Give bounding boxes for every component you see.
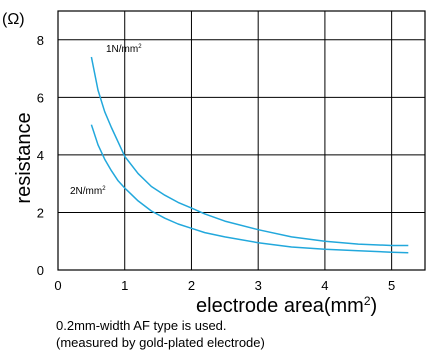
- y-tick-label: 0: [37, 263, 44, 278]
- series-label-2n-sup: 2: [102, 186, 106, 192]
- x-axis-label: electrode area(mm2): [196, 294, 377, 317]
- x-tick-label: 5: [388, 278, 395, 293]
- series-label-2n: 2N/mm2: [70, 186, 106, 197]
- x-tick-label: 3: [255, 278, 262, 293]
- y-tick-label: 8: [37, 33, 44, 48]
- x-axis-label-sup: 2: [364, 294, 371, 308]
- series-label-2n-main: 2N/mm: [70, 186, 102, 197]
- series-line-1n: [90, 56, 409, 247]
- unit-label: (Ω): [2, 11, 25, 28]
- y-tick-label: 6: [37, 90, 44, 105]
- note-line-1: 0.2mm-width AF type is used.: [56, 318, 227, 333]
- series-label-1n: 1N/mm2: [106, 44, 142, 55]
- series-label-1n-main: 1N/mm: [106, 44, 138, 55]
- x-axis-label-main: electrode area(mm: [196, 295, 364, 317]
- series-line-2n: [90, 124, 409, 254]
- y-tick-label: 4: [37, 148, 44, 163]
- tick-labels: 0 1 2 3 4 5 0 2 4 6 8: [37, 33, 395, 293]
- x-tick-label: 4: [321, 278, 328, 293]
- plot-frame: [57, 10, 426, 271]
- x-tick-label: 0: [54, 278, 61, 293]
- note-line-2: (measured by gold-plated electrode): [56, 335, 265, 350]
- grid: [58, 11, 425, 270]
- x-axis-label-close: ): [371, 295, 378, 317]
- series-lines: [90, 56, 409, 254]
- x-tick-label: 1: [121, 278, 128, 293]
- y-tick-label: 2: [37, 205, 44, 220]
- series-label-1n-sup: 2: [138, 44, 142, 50]
- x-tick-label: 2: [188, 278, 195, 293]
- y-axis-label: resistance: [13, 112, 35, 203]
